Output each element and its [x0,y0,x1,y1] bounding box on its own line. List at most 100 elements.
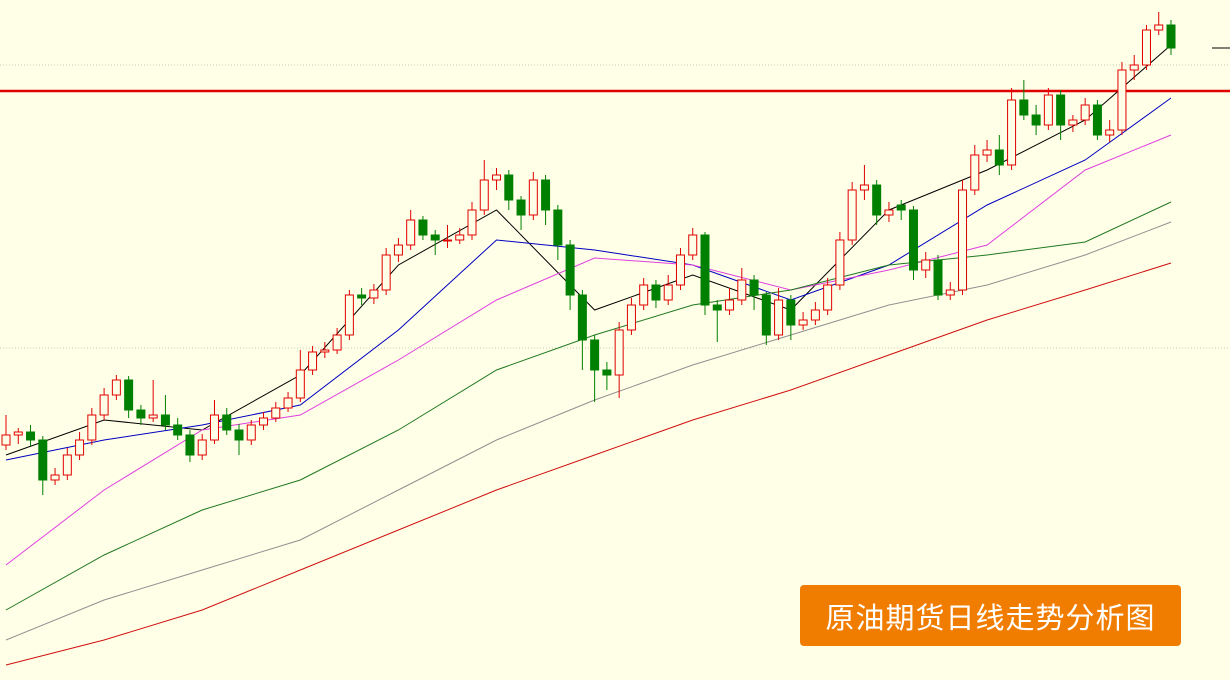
candle-body [246,424,256,441]
candle-body [786,299,796,326]
candle-body [393,244,403,256]
candle-body [982,149,992,156]
candle-body [541,179,551,211]
candle-body [1043,94,1053,126]
candle-body [700,234,710,306]
candle-body [406,219,416,246]
candle-body [1056,94,1066,126]
candle-body [516,199,526,216]
candle-body [62,454,72,476]
candle-body [209,414,219,441]
candle-body [87,414,97,441]
candle-body [185,434,195,456]
candle-body [504,174,514,201]
candle-body [455,234,465,241]
moving-average-line [5,134,1172,566]
candle-body [1141,29,1151,66]
candle-body [234,429,244,441]
candle-body [933,259,943,296]
moving-average-line [5,44,1172,456]
candle-body [688,234,698,256]
candle-body [197,439,207,456]
candle-body [896,204,906,211]
candle-body [357,294,367,299]
candle-body [602,369,612,376]
candle-body [945,289,955,296]
moving-average-line [5,262,1172,666]
candle-body [614,329,624,376]
moving-average-line [5,201,1172,611]
candle-body [283,397,293,409]
candle-body [859,184,869,191]
candle-body [1068,119,1078,126]
candle-body [872,184,882,216]
candle-body [381,254,391,291]
candle-body [577,294,587,341]
candle-body [994,149,1004,166]
candle-body [99,394,109,416]
candle-body [479,179,489,211]
candle-body [639,284,649,306]
candle-body [1092,104,1102,136]
candle-body [1,434,11,446]
candle-body [111,379,121,396]
candle-body [651,284,661,301]
candle-body [344,294,354,336]
candle-body [26,431,36,441]
candle-body [847,189,857,241]
candle-body [222,414,232,431]
candle-body [332,334,342,351]
candle-body [173,424,183,436]
candle-body [528,179,538,216]
candle-body [798,319,808,326]
candle-body [553,209,563,246]
candle-body [921,259,931,271]
candle-body [565,244,575,296]
candle-body [160,414,170,426]
candle-body [320,349,330,353]
candle-body [590,339,600,371]
moving-average-line [5,97,1172,461]
candle-body [823,284,833,311]
candle-body [418,219,428,236]
candle-body [492,174,502,181]
candle-body [663,284,673,301]
candle-body [1019,99,1029,116]
candle-body [124,379,134,411]
candle-body [958,189,968,291]
candle-body [774,299,784,336]
candle-body [626,304,636,331]
candle-body [308,351,318,371]
candle-body [295,369,305,399]
candle-body [737,279,747,301]
chart-title: 原油期货日线走势分析图 [800,585,1181,646]
candle-body [908,209,918,271]
candle-body [749,279,759,296]
candle-body [1154,24,1164,31]
candle-body [810,309,820,321]
candle-body [467,209,477,236]
candle-body [369,289,379,299]
candle-body [50,474,60,481]
candle-body [430,234,440,241]
candle-body [271,407,281,419]
candle-body [725,299,735,311]
candle-body [75,439,85,456]
candle-body [1080,104,1090,121]
candle-body [712,304,722,311]
candle-body [1129,64,1139,71]
candle-body [1105,129,1115,136]
candle-body [136,409,146,419]
candle-body [675,254,685,286]
candle-body [148,414,158,419]
candle-body [884,209,894,216]
candle-body [442,239,452,242]
candle-body [1117,69,1127,131]
candle-body [761,294,771,336]
candle-body [1007,99,1017,166]
candle-body [1166,24,1176,49]
candle-body [38,439,48,481]
candle-body [259,417,269,426]
